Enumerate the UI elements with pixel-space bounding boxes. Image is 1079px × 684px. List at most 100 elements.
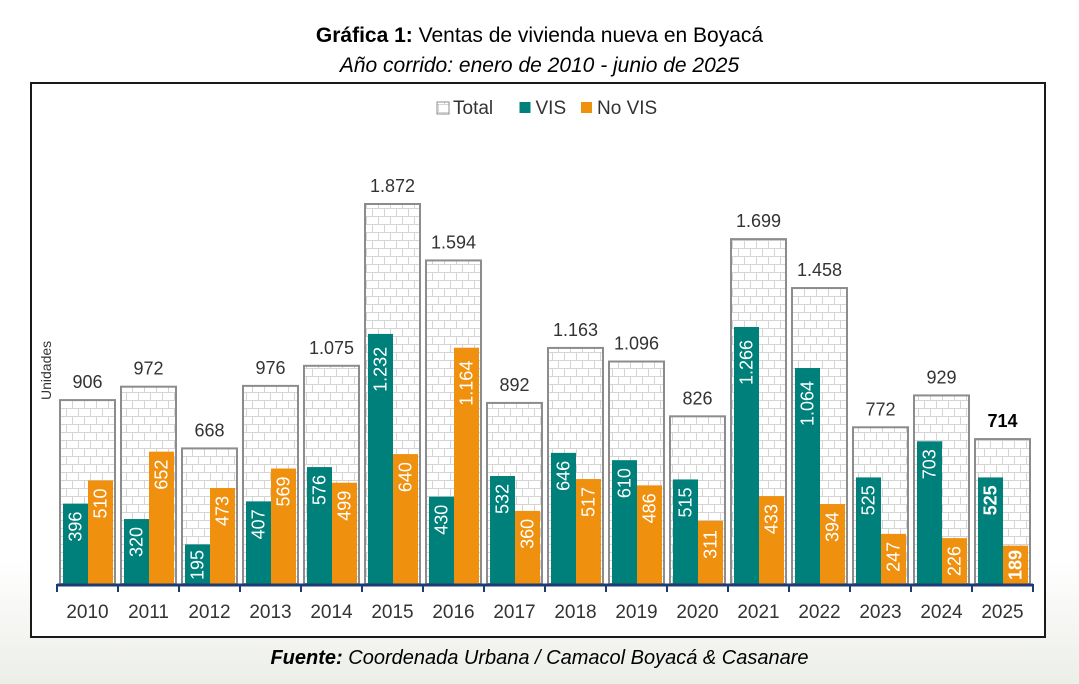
bar-vis-2014 (307, 467, 332, 584)
label-novis-2017: 360 (518, 519, 538, 549)
label-vis-2016: 430 (432, 505, 452, 535)
label-total-2010: 906 (72, 372, 102, 392)
legend-label-no-vis: No VIS (597, 98, 657, 119)
label-novis-2011: 652 (152, 460, 172, 490)
bar-novis-2024 (942, 538, 967, 584)
tick-label-2019: 2019 (615, 602, 657, 623)
label-novis-2016: 1.164 (457, 361, 477, 406)
bar-novis-2020 (698, 520, 723, 584)
label-novis-2025: 189 (1006, 550, 1026, 580)
label-vis-2023: 525 (859, 485, 879, 515)
bar-novis-2011 (149, 451, 174, 584)
bar-novis-2012 (210, 487, 235, 584)
source-note: Fuente: Coordenada Urbana / Camacol Boya… (0, 647, 1079, 670)
tick-label-2016: 2016 (432, 602, 474, 623)
bar-vis-2019 (612, 460, 637, 584)
label-novis-2018: 517 (579, 487, 599, 517)
bar-vis-2021 (734, 327, 759, 584)
bar-novis-2014 (332, 482, 357, 584)
label-vis-2011: 320 (127, 527, 147, 557)
label-total-2015: 1.872 (370, 176, 415, 196)
label-novis-2010: 510 (91, 488, 111, 518)
bar-vis-2023 (856, 477, 881, 584)
label-total-2020: 826 (682, 388, 712, 408)
label-vis-2021: 1.266 (737, 340, 757, 385)
label-novis-2021: 433 (762, 504, 782, 534)
label-total-2022: 1.458 (797, 260, 842, 280)
bar-vis-2011 (124, 519, 149, 584)
label-novis-2014: 499 (335, 491, 355, 521)
bar-vis-2017 (490, 476, 515, 584)
tick-label-2014: 2014 (310, 602, 353, 623)
label-vis-2024: 703 (920, 449, 940, 479)
bar-vis-2015 (368, 333, 393, 584)
legend-label-vis: VIS (536, 98, 567, 119)
tick-label-2024: 2024 (920, 602, 963, 623)
label-vis-2022: 1.064 (798, 381, 818, 426)
legend-label-total: Total (453, 98, 493, 119)
label-novis-2015: 640 (396, 462, 416, 492)
label-vis-2013: 407 (249, 509, 269, 539)
legend: Total VIS No VIS (436, 98, 657, 119)
label-novis-2022: 394 (823, 512, 843, 542)
bar-vis-2010 (63, 503, 88, 584)
label-total-2013: 976 (255, 358, 285, 378)
label-novis-2020: 311 (701, 530, 721, 559)
label-total-2024: 929 (926, 367, 956, 387)
bar-novis-2022 (820, 504, 845, 584)
label-vis-2014: 576 (310, 475, 330, 505)
label-vis-2018: 646 (554, 461, 574, 491)
tick-label-2022: 2022 (798, 602, 840, 623)
label-novis-2024: 226 (945, 546, 965, 576)
tick-label-2020: 2020 (676, 602, 718, 623)
label-total-2012: 668 (194, 420, 224, 440)
tick-label-2013: 2013 (249, 602, 291, 623)
label-vis-2010: 396 (66, 512, 86, 542)
label-total-2021: 1.699 (736, 211, 781, 231)
chart-title-text: Ventas de vivienda nueva en Boyacá (418, 24, 764, 47)
bar-novis-2013 (271, 468, 296, 584)
label-vis-2020: 515 (676, 487, 696, 517)
chart-title-bold: Gráfica 1: (315, 24, 413, 47)
tick-label-2018: 2018 (554, 602, 596, 623)
x-axis: 2010 2011 2012 2013 2014 2015 2016 2017 2018 2019… (56, 583, 1034, 623)
bar-vis-2025 (978, 477, 1003, 584)
label-novis-2012: 473 (213, 496, 233, 526)
chart-title: Gráfica 1: Ventas de vivienda nueva en B… (0, 24, 1079, 48)
bar-novis-2010 (88, 480, 113, 584)
source-text: Coordenada Urbana / Camacol Boyacá & Cas… (348, 647, 809, 669)
tick-label-2017: 2017 (493, 602, 535, 623)
bar-vis-2013 (246, 501, 271, 584)
bar-novis-2025 (1003, 545, 1028, 584)
tick-label-2011: 2011 (128, 602, 169, 623)
label-total-2025: 714 (987, 411, 1017, 431)
source-bold: Fuente: (270, 647, 343, 669)
chart-subtitle: Año corrido: enero de 2010 - junio de 20… (339, 54, 740, 77)
label-novis-2019: 486 (640, 493, 660, 523)
y-axis-label: Unidades (38, 341, 54, 400)
label-total-2023: 772 (865, 399, 895, 419)
bar-vis-2018 (551, 452, 576, 584)
bar-vis-2012 (185, 544, 210, 584)
tick-label-2023: 2023 (859, 602, 901, 623)
bar-novis-2015 (393, 454, 418, 584)
tick-label-2021: 2021 (737, 602, 779, 623)
label-novis-2013: 569 (274, 476, 294, 506)
tick-label-2025: 2025 (981, 602, 1023, 623)
bar-novis-2018 (576, 479, 601, 584)
label-vis-2012: 195 (188, 550, 208, 580)
label-total-2011: 972 (133, 359, 163, 379)
bar-vis-2016 (429, 496, 454, 584)
label-vis-2025: 525 (981, 485, 1001, 515)
tick-label-2015: 2015 (371, 602, 413, 623)
label-total-2016: 1.594 (431, 232, 476, 252)
label-total-2019: 1.096 (614, 334, 659, 354)
label-vis-2019: 610 (615, 468, 635, 498)
bar-novis-2021 (759, 496, 784, 584)
legend-swatch-vis (519, 102, 531, 113)
tick-label-2012: 2012 (188, 602, 230, 623)
label-vis-2015: 1.232 (371, 347, 391, 392)
bar-novis-2019 (637, 485, 662, 584)
